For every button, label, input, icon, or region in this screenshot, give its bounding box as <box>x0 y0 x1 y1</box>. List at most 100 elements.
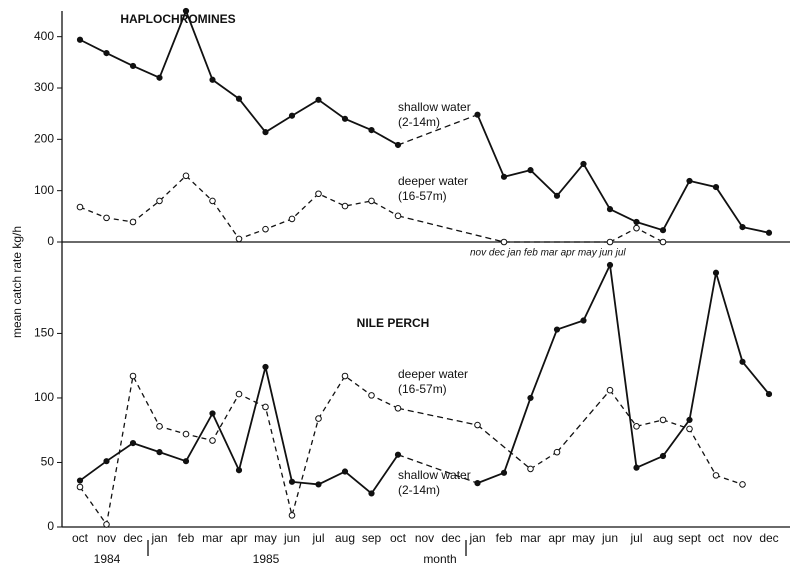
data-point <box>686 425 693 433</box>
data-point <box>686 177 693 185</box>
data-point <box>103 49 110 57</box>
data-point <box>129 440 137 447</box>
data-point <box>659 452 667 460</box>
y-tick-label: 100 <box>34 183 54 197</box>
y-tick-label: 0 <box>47 519 54 533</box>
gap-bridge <box>556 389 611 453</box>
x-tick-label: jan <box>150 531 167 545</box>
data-point <box>209 437 216 444</box>
data-point <box>156 449 163 456</box>
data-point <box>394 451 402 458</box>
x-tick-label: may <box>254 531 277 545</box>
x-tick-label: aug <box>335 531 355 545</box>
data-point <box>712 269 720 276</box>
data-point <box>553 448 561 456</box>
x-tick-label: mar <box>520 531 541 545</box>
data-point <box>739 481 746 488</box>
data-point <box>262 129 269 136</box>
data-point <box>129 372 137 380</box>
annotation: (2-14m) <box>398 115 440 129</box>
y-tick-label: 400 <box>34 29 54 43</box>
data-point <box>712 472 720 479</box>
annotation: shallow water <box>398 468 471 482</box>
data-point <box>474 421 481 429</box>
gap-bridge <box>397 407 478 426</box>
data-point <box>315 96 322 103</box>
x-tick-label: apr <box>230 531 247 545</box>
data-point <box>633 224 640 232</box>
data-point <box>209 410 216 417</box>
y-axis-label: mean catch rate kg/h <box>10 226 24 338</box>
data-point <box>235 235 243 243</box>
data-point <box>739 224 746 231</box>
annotation: (16-57m) <box>398 189 447 203</box>
x-tick-label: jul <box>629 531 642 545</box>
x-tick-label: sep <box>362 531 382 545</box>
data-point <box>368 392 375 399</box>
y-tick-label: 0 <box>47 234 54 248</box>
data-point <box>580 317 587 324</box>
data-point <box>633 218 640 226</box>
data-point <box>76 477 84 484</box>
x-tick-label: nov <box>415 531 434 545</box>
x-tick-label: nov <box>97 531 116 545</box>
x-tick-label: jan <box>468 531 485 545</box>
data-point <box>209 197 216 205</box>
data-point <box>368 197 375 205</box>
data-point <box>315 415 322 422</box>
data-point <box>553 192 561 199</box>
data-point <box>182 430 190 438</box>
data-point <box>553 326 561 333</box>
data-point <box>182 172 190 180</box>
data-point <box>235 467 243 474</box>
data-point <box>129 218 137 226</box>
data-point <box>394 212 402 220</box>
x-tick-label: dec <box>441 531 460 545</box>
data-point <box>235 95 243 102</box>
y-tick-label: 50 <box>41 455 55 469</box>
x-tick-label: apr <box>548 531 565 545</box>
x-tick-label: oct <box>390 531 407 545</box>
gap-bridge <box>477 424 531 470</box>
x-tick-label: feb <box>496 531 513 545</box>
data-point <box>474 480 481 487</box>
y-tick-label: 300 <box>34 80 54 94</box>
x-tick-label: dec <box>123 531 142 545</box>
data-point <box>580 160 587 168</box>
data-point <box>659 227 667 234</box>
annotation: deeper water <box>398 174 468 188</box>
data-point <box>527 394 534 402</box>
data-point <box>500 238 508 246</box>
data-point <box>765 390 773 398</box>
x-tick-label: oct <box>72 531 89 545</box>
data-point <box>659 238 667 246</box>
x-tick-label: oct <box>708 531 725 545</box>
x-tick-label: nov <box>733 531 752 545</box>
data-point <box>315 190 322 198</box>
data-point <box>76 203 84 211</box>
data-point <box>156 423 163 430</box>
year-label: 1985 <box>253 552 280 566</box>
gap-bridge <box>397 454 478 484</box>
data-point <box>103 214 110 222</box>
gap-bridge <box>397 215 505 243</box>
y-tick-label: 200 <box>34 132 54 146</box>
x-tick-label: feb <box>178 531 195 545</box>
x-tick-label: dec <box>759 531 778 545</box>
x-tick-label: jul <box>311 531 324 545</box>
annotation: (2-14m) <box>398 483 440 497</box>
data-point <box>76 483 84 491</box>
data-point <box>156 74 163 81</box>
data-point <box>288 112 296 119</box>
data-point <box>633 464 640 471</box>
series-line <box>79 374 743 527</box>
data-point <box>103 458 110 465</box>
gap-bridge <box>397 114 478 146</box>
data-point <box>262 225 269 233</box>
data-point <box>129 62 137 70</box>
data-point <box>474 111 481 118</box>
annotation: (16-57m) <box>398 382 447 396</box>
data-point <box>182 458 190 465</box>
data-point <box>606 386 614 394</box>
data-point <box>235 390 243 398</box>
